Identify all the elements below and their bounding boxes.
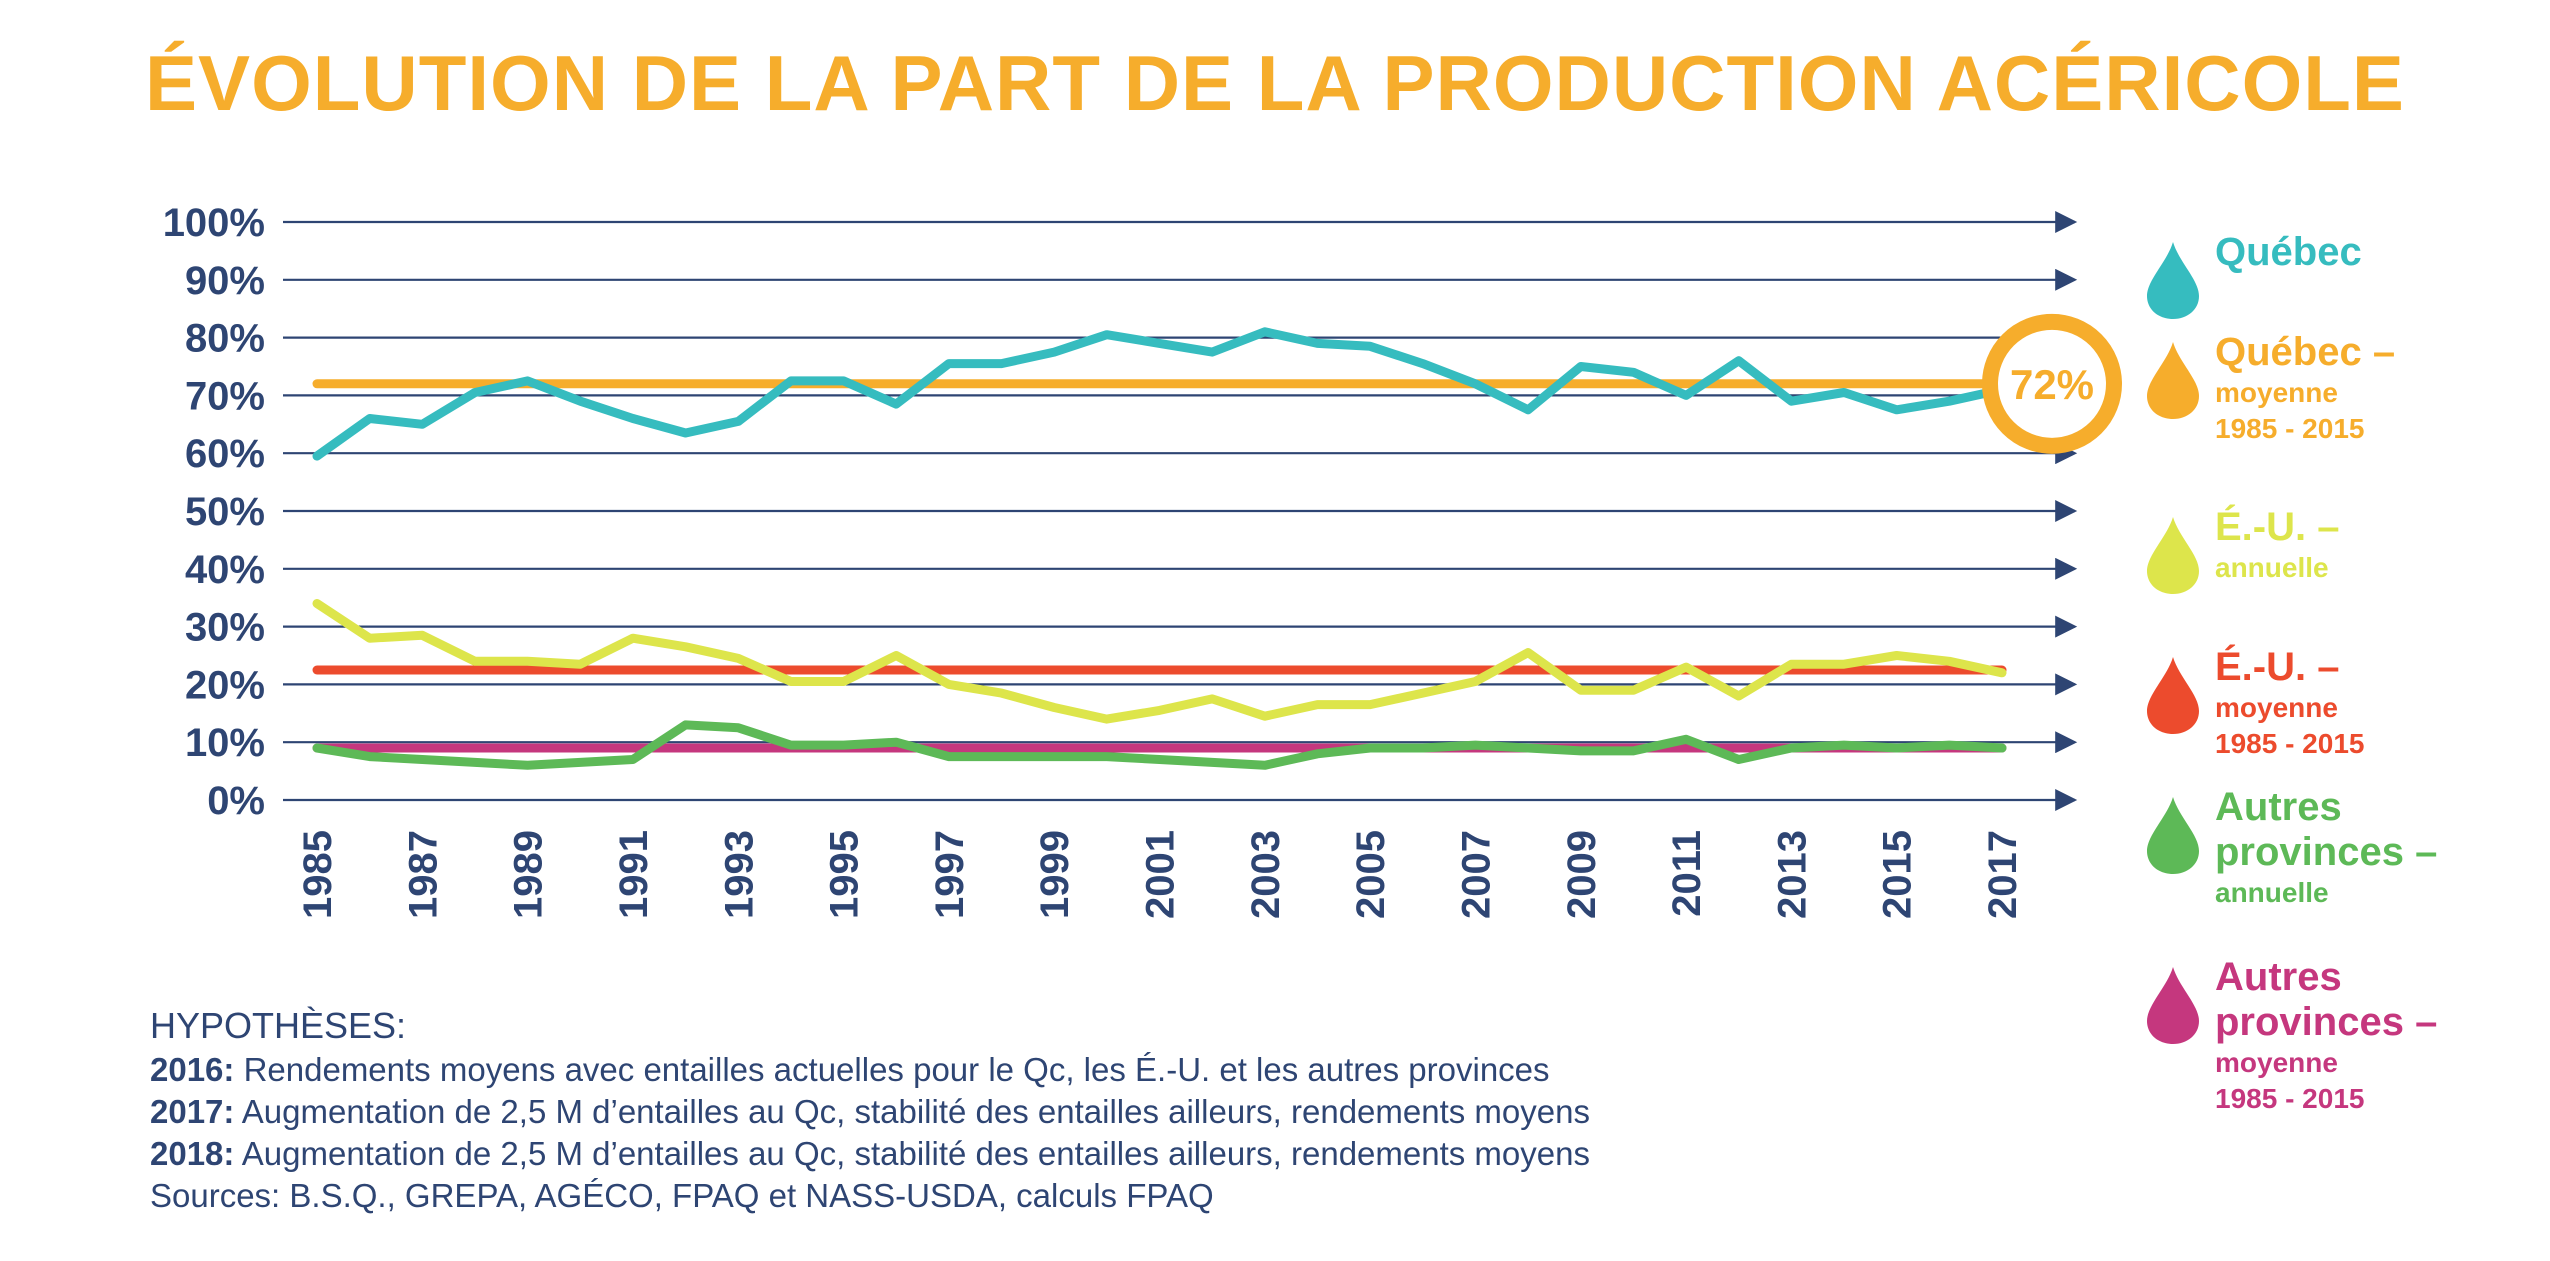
hypothesis-text: Augmentation de 2,5 M d’entailles au Qc,… bbox=[234, 1135, 1590, 1172]
legend-sub-label: 1985 - 2015 bbox=[2215, 413, 2365, 445]
maple-drop-icon bbox=[2147, 967, 2199, 1044]
legend-text: É.-U. – moyenne 1985 - 2015 bbox=[2215, 645, 2364, 763]
series-line-2 bbox=[312, 599, 2007, 724]
x-axis-ticks: 1985 1987 1989 1991 1993 1995 1997 1999 2001 2003… bbox=[296, 830, 2025, 919]
y-tick-label: 70% bbox=[185, 374, 265, 418]
x-tick-label: 2017 bbox=[1981, 830, 2025, 919]
x-tick-label: 1995 bbox=[823, 830, 867, 919]
notes-heading: HYPOTHÈSES: bbox=[150, 1005, 407, 1046]
maple-drop-icon bbox=[2147, 657, 2199, 734]
hypothesis-line: 2016: Rendements moyens avec entailles a… bbox=[150, 1049, 1590, 1091]
legend-sub-label: moyenne bbox=[2215, 1046, 2338, 1078]
hypothesis-line: 2018: Augmentation de 2,5 M d’entailles … bbox=[150, 1133, 1590, 1175]
legend-main-label: É.-U. – bbox=[2215, 505, 2340, 549]
hypothesis-text: Augmentation de 2,5 M d’entailles au Qc,… bbox=[234, 1093, 1590, 1130]
notes-lines: 2016: Rendements moyens avec entailles a… bbox=[150, 1049, 1590, 1175]
hypothesis-year: 2017: bbox=[150, 1093, 235, 1130]
y-tick-label: 60% bbox=[185, 432, 265, 476]
legend-text: Autres provinces – moyenne 1985 - 2015 bbox=[2215, 955, 2455, 1117]
x-tick-label: 2009 bbox=[1560, 830, 1604, 919]
grid-lines bbox=[283, 211, 2078, 811]
x-tick-label: 1999 bbox=[1033, 830, 1077, 919]
legend-main-label: É.-U. – bbox=[2215, 645, 2340, 689]
x-tick-label: 2003 bbox=[1244, 830, 1288, 919]
maple-drop-icon bbox=[2147, 342, 2199, 419]
y-tick-label: 40% bbox=[185, 548, 265, 592]
hypothesis-line: 2017: Augmentation de 2,5 M d’entailles … bbox=[150, 1091, 1590, 1133]
legend-text: É.-U. – annuelle bbox=[2215, 505, 2339, 586]
legend-sub-label: annuelle bbox=[2215, 551, 2329, 583]
legend-main-label: Autres provinces – bbox=[2215, 955, 2438, 1044]
legend-main-label: Québec – bbox=[2215, 330, 2396, 374]
y-tick-label: 100% bbox=[163, 201, 265, 245]
maple-drop-icon bbox=[2147, 517, 2199, 594]
hypotheses-notes: HYPOTHÈSES: 2016: Rendements moyens avec… bbox=[150, 1005, 1590, 1217]
legend-sub-label: moyenne bbox=[2215, 691, 2338, 723]
x-tick-label: 1993 bbox=[717, 830, 761, 919]
x-tick-label: 1985 bbox=[296, 830, 340, 919]
legend-main-label: Autres provinces – bbox=[2215, 785, 2438, 874]
series-line-4 bbox=[312, 720, 2007, 770]
y-tick-label: 30% bbox=[185, 606, 265, 650]
x-tick-label: 2005 bbox=[1349, 830, 1393, 919]
x-tick-label: 1997 bbox=[928, 830, 972, 919]
hypothesis-text: Rendements moyens avec entailles actuell… bbox=[234, 1051, 1550, 1088]
legend-text: Québec bbox=[2215, 230, 2362, 275]
maple-drop-icon bbox=[2147, 242, 2199, 319]
callout-72: 72% bbox=[1982, 313, 2122, 454]
y-tick-label: 50% bbox=[185, 490, 265, 534]
y-axis-ticks: 0% 10% 20% 30% 40% 50% 60% 70% 80% 90% 100% bbox=[163, 201, 265, 823]
x-tick-label: 1989 bbox=[507, 830, 551, 919]
y-tick-label: 20% bbox=[185, 663, 265, 707]
y-tick-label: 90% bbox=[185, 259, 265, 303]
legend-sub-label: 1985 - 2015 bbox=[2215, 1082, 2365, 1114]
x-tick-label: 2013 bbox=[1770, 830, 1814, 919]
legend-sub-label: 1985 - 2015 bbox=[2215, 728, 2365, 760]
hypothesis-year: 2016: bbox=[150, 1051, 235, 1088]
chart-title: ÉVOLUTION DE LA PART DE LA PRODUCTION AC… bbox=[145, 39, 2405, 127]
legend-text: Autres provinces – annuelle bbox=[2215, 785, 2455, 911]
y-tick-label: 80% bbox=[185, 317, 265, 361]
sources-line: Sources: B.S.Q., GREPA, AGÉCO, FPAQ et N… bbox=[150, 1177, 1214, 1214]
callout-label: 72% bbox=[2010, 361, 2094, 408]
y-tick-label: 0% bbox=[207, 779, 265, 823]
legend-text: Québec – moyenne 1985 - 2015 bbox=[2215, 330, 2395, 448]
x-tick-label: 2015 bbox=[1876, 830, 1920, 919]
x-tick-label: 2011 bbox=[1665, 830, 1709, 917]
hypothesis-year: 2018: bbox=[150, 1135, 235, 1172]
series-line-0 bbox=[312, 327, 2007, 461]
maple-drop-icon bbox=[2147, 797, 2199, 874]
legend-sub-label: annuelle bbox=[2215, 876, 2329, 908]
x-tick-label: 2001 bbox=[1139, 830, 1183, 919]
x-tick-label: 1987 bbox=[401, 830, 445, 919]
legend-sub-label: moyenne bbox=[2215, 376, 2338, 408]
x-tick-label: 1991 bbox=[612, 830, 656, 919]
series-lines bbox=[312, 327, 2007, 770]
chart-canvas: 0%10%20%30%40%50%60%70%80%90%100% 1985 19… bbox=[163, 201, 2122, 919]
y-tick-label: 10% bbox=[185, 721, 265, 765]
legend-main-label: Québec bbox=[2215, 230, 2362, 274]
x-tick-label: 2007 bbox=[1454, 830, 1498, 919]
callout-circle bbox=[1982, 313, 2122, 454]
